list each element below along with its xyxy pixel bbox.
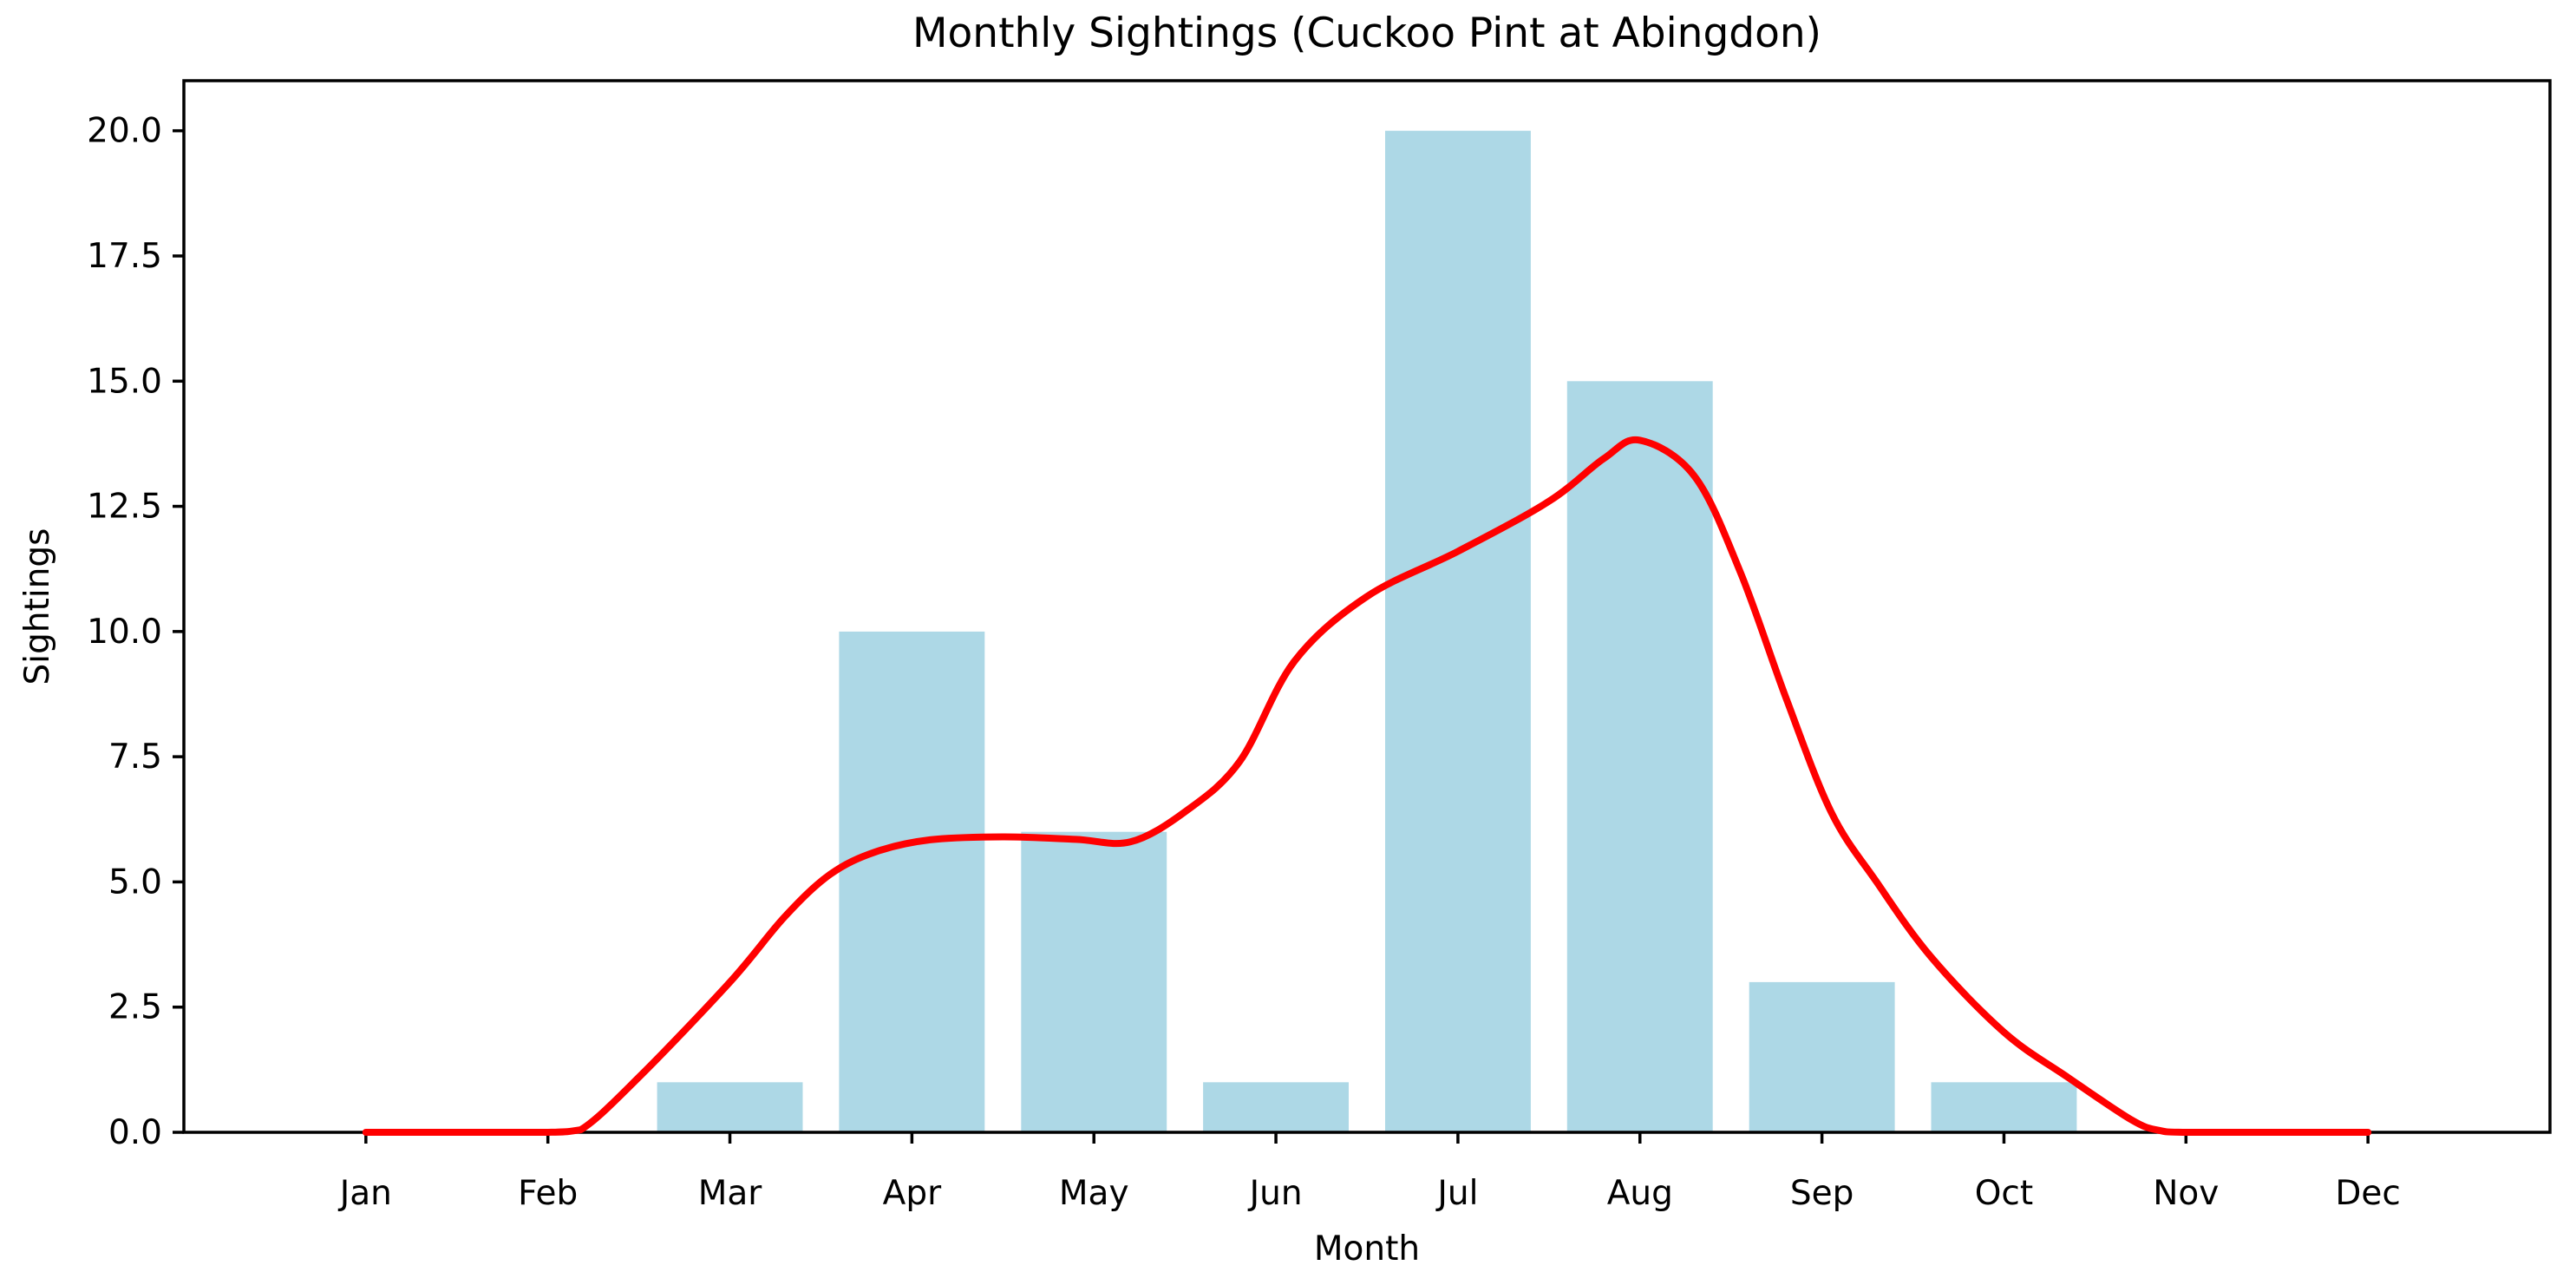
- x-tick-label-jan: Jan: [337, 1174, 392, 1213]
- bar-apr: [839, 631, 985, 1132]
- y-axis-label: Sightings: [18, 528, 57, 685]
- trend-line-group: [362, 436, 2372, 1137]
- y-tick-label-20.0: 20.0: [87, 112, 162, 151]
- x-axis-label: Month: [1314, 1229, 1420, 1269]
- x-tick-label-may: May: [1059, 1174, 1129, 1213]
- x-tick-label-jun: Jun: [1247, 1174, 1303, 1213]
- y-tick-label-17.5: 17.5: [87, 237, 162, 276]
- bar-series-group: [657, 130, 2077, 1133]
- y-tick-label-7.5: 7.5: [108, 738, 162, 777]
- x-tick-label-jul: Jul: [1435, 1174, 1478, 1213]
- y-tick-label-10.0: 10.0: [87, 613, 162, 652]
- x-tick-label-aug: Aug: [1607, 1174, 1673, 1213]
- bar-jul: [1385, 130, 1531, 1133]
- bar-mar: [657, 1082, 803, 1132]
- plot-box-spines: [182, 79, 2552, 1134]
- y-tick-label-0.0: 0.0: [108, 1113, 162, 1152]
- smoothed-trend-line: [362, 436, 2372, 1137]
- y-tick-label-12.5: 12.5: [87, 488, 162, 527]
- x-tick-label-oct: Oct: [1975, 1174, 2033, 1213]
- x-tick-label-nov: Nov: [2153, 1174, 2219, 1213]
- axes-group: 0.0 2.5 5.0 7.5 10.0 12.5 15.0 17.5 20.0 Jan Feb Ma…: [87, 79, 2552, 1213]
- bar-sep: [1749, 981, 1895, 1132]
- chart-title: Monthly Sightings (Cuckoo Pint at Abingd…: [912, 10, 1821, 57]
- x-tick-label-feb: Feb: [518, 1174, 578, 1213]
- x-tick-label-apr: Apr: [883, 1174, 942, 1213]
- x-tick-label-sep: Sep: [1790, 1174, 1854, 1213]
- bar-oct: [1931, 1082, 2077, 1132]
- y-tick-label-5.0: 5.0: [108, 862, 162, 902]
- bar-jun: [1203, 1082, 1349, 1132]
- x-tick-label-dec: Dec: [2335, 1174, 2400, 1213]
- x-tick-label-mar: Mar: [698, 1174, 763, 1213]
- y-tick-label-15.0: 15.0: [87, 362, 162, 401]
- bar-aug: [1566, 381, 1713, 1132]
- y-tick-label-2.5: 2.5: [108, 988, 162, 1027]
- bar-may: [1021, 831, 1167, 1132]
